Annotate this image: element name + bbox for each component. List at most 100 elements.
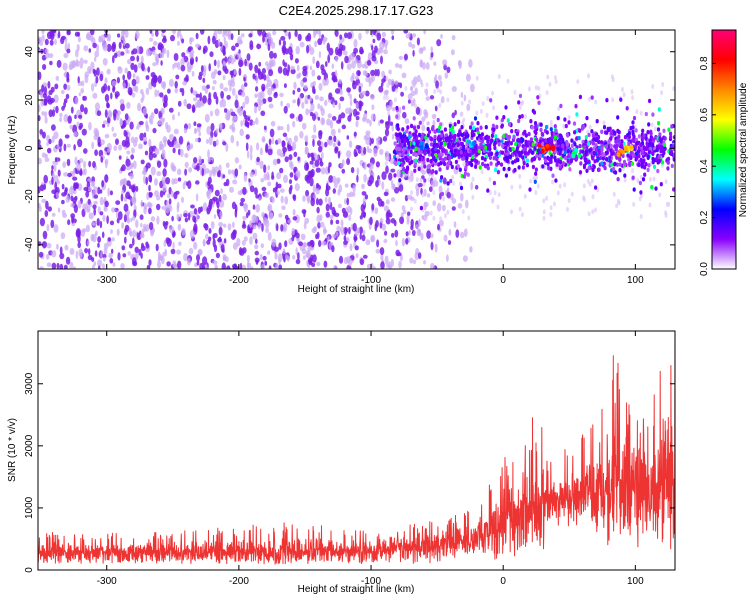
spectrogram-signal-cell xyxy=(618,162,622,167)
spectrogram-burst xyxy=(540,148,545,154)
spectrogram-noise-cell xyxy=(450,49,455,56)
spectrogram-signal-cell xyxy=(478,165,482,170)
spectrogram-burst xyxy=(424,144,429,149)
spectrogram-noise-cell xyxy=(363,161,367,171)
spectrogram-faint-cell xyxy=(387,111,391,117)
spectrogram-noise-cell xyxy=(261,223,264,232)
spectrogram-noise-cell xyxy=(82,168,86,176)
spectrogram-noise-cell xyxy=(214,189,220,197)
spectrogram-noise-cell xyxy=(175,190,180,195)
spectrogram-noise-cell xyxy=(212,233,215,241)
spectrogram-noise-cell xyxy=(238,107,244,116)
spectrogram-noise-cell xyxy=(145,162,151,169)
spectrogram-noise-cell xyxy=(225,143,229,152)
spectrogram-noise-cell xyxy=(95,75,99,84)
spectrogram-signal-cell xyxy=(614,170,618,175)
spectrogram-signal-cell xyxy=(605,130,609,135)
spectrogram-noise-cell xyxy=(395,239,398,247)
spectrogram-noise-cell xyxy=(84,207,87,212)
spectrogram-noise-cell xyxy=(208,198,213,207)
spectrogram-signal-cell xyxy=(672,135,675,140)
spectrogram-noise-cell xyxy=(75,250,79,260)
spectrogram-noise-cell xyxy=(353,47,358,54)
spectrogram-noise-cell xyxy=(312,138,315,147)
spectrogram-signal-cell xyxy=(444,137,449,142)
spectrogram-noise-cell xyxy=(460,192,464,202)
spectrogram-signal-cell xyxy=(627,131,632,136)
spectrogram-faint-cell xyxy=(488,190,492,196)
spectrogram-noise-cell xyxy=(88,160,92,168)
spectrogram-noise-cell xyxy=(359,226,363,234)
spectrogram-noise-cell xyxy=(381,171,387,181)
spectrogram-signal-cell xyxy=(414,129,418,134)
spectrogram-noise-cell xyxy=(65,195,70,203)
spectrogram-signal-cell xyxy=(563,150,567,155)
spectrogram-noise-cell xyxy=(332,188,336,194)
spectrogram-noise-cell xyxy=(352,191,356,197)
spectrogram-noise-cell xyxy=(64,244,69,251)
spectrogram-noise-cell xyxy=(324,141,328,148)
spectrogram-faint-cell xyxy=(513,89,517,95)
spectrogram-noise-cell xyxy=(131,92,136,98)
spectrogram-noise-cell xyxy=(316,206,320,214)
spectrogram-signal-cell xyxy=(470,121,474,126)
spectrogram-noise-cell xyxy=(381,31,387,38)
spectrogram-faint-cell xyxy=(409,206,413,212)
spectrogram-noise-cell xyxy=(405,238,409,245)
spectrogram-noise-cell xyxy=(225,112,231,121)
spectrogram-noise-cell xyxy=(181,87,185,97)
spectrogram-signal-cell xyxy=(578,128,582,133)
spectrogram-noise-cell xyxy=(431,113,437,120)
spectrogram-signal-cell xyxy=(610,130,614,136)
spectrogram-signal-cell xyxy=(465,156,469,161)
spectrogram-noise-cell xyxy=(59,252,65,260)
spectrogram-noise-cell xyxy=(332,142,337,148)
spectrogram-signal-cell xyxy=(558,151,562,156)
spectrogram-noise-cell xyxy=(385,165,389,174)
spectrogram-noise-cell xyxy=(346,63,352,70)
spectrogram-noise-cell xyxy=(97,236,101,243)
spectrogram-signal-cell xyxy=(545,130,549,135)
spectrogram-signal-cell xyxy=(452,134,457,139)
spectrogram-noise-cell xyxy=(196,99,201,108)
spectrogram-noise-cell xyxy=(44,210,49,217)
spectrogram-signal-cell xyxy=(490,138,494,143)
spectrogram-noise-cell xyxy=(44,38,49,46)
spectrogram-faint-cell xyxy=(545,90,549,96)
spectrogram-noise-cell xyxy=(276,158,281,164)
spectrogram-signal-cell xyxy=(407,145,411,150)
spectrogram-noise-cell xyxy=(329,214,334,220)
spectrogram-noise-cell xyxy=(187,47,192,53)
spectrogram-noise-cell xyxy=(310,197,316,207)
spectrogram-noise-cell xyxy=(356,167,360,175)
spectrogram-noise-cell xyxy=(242,186,247,196)
spectrogram-burst xyxy=(550,144,555,149)
spectrogram-noise-cell xyxy=(335,231,339,237)
spectrogram-signal-cell xyxy=(421,132,425,138)
spectrogram-noise-cell xyxy=(122,30,126,35)
spectrogram-signal-cell xyxy=(583,145,587,150)
spectrogram-signal-cell xyxy=(567,120,571,125)
spectrogram-noise-cell xyxy=(305,108,309,116)
spectrogram-noise-cell xyxy=(125,47,129,54)
spectrogram-noise-cell xyxy=(113,52,118,59)
colorbar-ticks: 0.00.20.40.60.8 xyxy=(699,56,716,276)
spectrogram-noise-cell xyxy=(112,86,116,93)
spectrogram-noise-cell xyxy=(69,124,73,130)
spectrogram-signal-cell xyxy=(587,165,591,171)
spectrogram-noise-cell xyxy=(270,212,274,218)
spectrogram-noise-cell xyxy=(328,92,333,101)
spectrogram-noise-cell xyxy=(201,85,207,91)
spectrogram-noise-cell xyxy=(409,257,414,264)
spectrogram-noise-cell xyxy=(59,263,64,269)
spectrogram-noise-cell xyxy=(149,118,154,125)
spectrogram-noise-cell xyxy=(131,78,137,87)
spectrogram-noise-cell xyxy=(186,60,190,67)
spectrogram-signal-cell xyxy=(642,133,646,138)
spectrogram-noise-cell xyxy=(161,30,166,34)
spectrogram-noise-cell xyxy=(207,158,211,163)
spectrogram-noise-cell xyxy=(345,107,350,115)
spectrogram-signal-cell xyxy=(401,162,405,168)
spectrogram-noise-cell xyxy=(138,143,143,150)
spectrogram-signal-cell xyxy=(452,138,456,143)
